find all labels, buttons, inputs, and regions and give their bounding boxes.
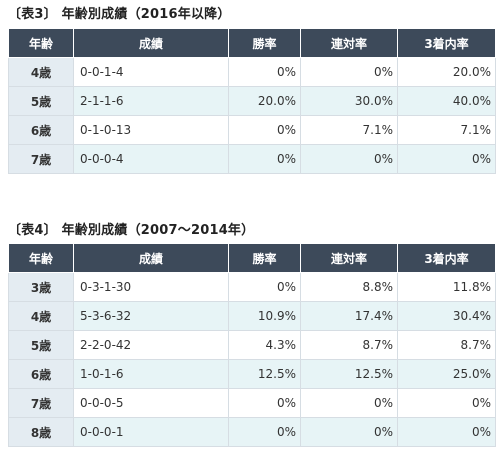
age-cell: 6歳 [8, 359, 74, 389]
table-row: 3歳 0-3-1-30 0% 8.8% 11.8% [8, 272, 496, 302]
header-top3-rate: 3着内率 [397, 243, 496, 273]
win-rate-cell: 0% [228, 144, 301, 174]
top2-rate-cell: 30.0% [300, 86, 398, 116]
table-4-age-results: 年齢 成績 勝率 連対率 3着内率 3歳 0-3-1-30 0% 8.8% 11… [8, 243, 496, 447]
top3-rate-cell: 30.4% [397, 301, 496, 331]
top3-rate-cell: 0% [397, 388, 496, 418]
header-top2-rate: 連対率 [300, 28, 398, 58]
top2-rate-cell: 0% [300, 144, 398, 174]
top2-rate-cell: 0% [300, 388, 398, 418]
top3-rate-cell: 25.0% [397, 359, 496, 389]
age-cell: 5歳 [8, 330, 74, 360]
top3-rate-cell: 40.0% [397, 86, 496, 116]
win-rate-cell: 0% [228, 272, 301, 302]
header-record: 成績 [73, 28, 229, 58]
header-record: 成績 [73, 243, 229, 273]
header-age: 年齢 [8, 243, 74, 273]
top3-rate-cell: 20.0% [397, 57, 496, 87]
top2-rate-cell: 0% [300, 57, 398, 87]
record-cell: 2-2-0-42 [73, 330, 229, 360]
record-cell: 0-0-0-4 [73, 144, 229, 174]
record-cell: 0-0-0-5 [73, 388, 229, 418]
table-3-age-results: 年齢 成績 勝率 連対率 3着内率 4歳 0-0-1-4 0% 0% 20.0%… [8, 28, 496, 174]
table-3-caption: 〔表3〕 年齢別成績（2016年以降） [8, 7, 231, 22]
top3-rate-cell: 0% [397, 417, 496, 447]
win-rate-cell: 0% [228, 417, 301, 447]
table-header-row: 年齢 成績 勝率 連対率 3着内率 [8, 28, 496, 58]
record-cell: 0-3-1-30 [73, 272, 229, 302]
record-cell: 5-3-6-32 [73, 301, 229, 331]
table-row: 6歳 0-1-0-13 0% 7.1% 7.1% [8, 115, 496, 145]
win-rate-cell: 10.9% [228, 301, 301, 331]
top2-rate-cell: 8.8% [300, 272, 398, 302]
record-cell: 0-1-0-13 [73, 115, 229, 145]
age-cell: 6歳 [8, 115, 74, 145]
age-cell: 7歳 [8, 388, 74, 418]
table-row: 5歳 2-2-0-42 4.3% 8.7% 8.7% [8, 330, 496, 360]
top2-rate-cell: 0% [300, 417, 398, 447]
top2-rate-cell: 7.1% [300, 115, 398, 145]
win-rate-cell: 12.5% [228, 359, 301, 389]
age-cell: 5歳 [8, 86, 74, 116]
header-win-rate: 勝率 [228, 243, 301, 273]
age-cell: 4歳 [8, 57, 74, 87]
table-row: 8歳 0-0-0-1 0% 0% 0% [8, 417, 496, 447]
top2-rate-cell: 17.4% [300, 301, 398, 331]
record-cell: 0-0-1-4 [73, 57, 229, 87]
top2-rate-cell: 8.7% [300, 330, 398, 360]
header-win-rate: 勝率 [228, 28, 301, 58]
top3-rate-cell: 0% [397, 144, 496, 174]
age-cell: 8歳 [8, 417, 74, 447]
top3-rate-cell: 8.7% [397, 330, 496, 360]
header-age: 年齢 [8, 28, 74, 58]
table-row: 7歳 0-0-0-4 0% 0% 0% [8, 144, 496, 174]
header-top2-rate: 連対率 [300, 243, 398, 273]
win-rate-cell: 4.3% [228, 330, 301, 360]
table-header-row: 年齢 成績 勝率 連対率 3着内率 [8, 243, 496, 273]
table-4-caption: 〔表4〕 年齢別成績（2007〜2014年） [8, 223, 255, 238]
table-row: 5歳 2-1-1-6 20.0% 30.0% 40.0% [8, 86, 496, 116]
record-cell: 0-0-0-1 [73, 417, 229, 447]
table-row: 6歳 1-0-1-6 12.5% 12.5% 25.0% [8, 359, 496, 389]
top3-rate-cell: 7.1% [397, 115, 496, 145]
top2-rate-cell: 12.5% [300, 359, 398, 389]
win-rate-cell: 20.0% [228, 86, 301, 116]
table-row: 7歳 0-0-0-5 0% 0% 0% [8, 388, 496, 418]
table-row: 4歳 5-3-6-32 10.9% 17.4% 30.4% [8, 301, 496, 331]
win-rate-cell: 0% [228, 57, 301, 87]
top3-rate-cell: 11.8% [397, 272, 496, 302]
win-rate-cell: 0% [228, 115, 301, 145]
record-cell: 2-1-1-6 [73, 86, 229, 116]
header-top3-rate: 3着内率 [397, 28, 496, 58]
win-rate-cell: 0% [228, 388, 301, 418]
age-cell: 7歳 [8, 144, 74, 174]
age-cell: 3歳 [8, 272, 74, 302]
age-cell: 4歳 [8, 301, 74, 331]
table-row: 4歳 0-0-1-4 0% 0% 20.0% [8, 57, 496, 87]
record-cell: 1-0-1-6 [73, 359, 229, 389]
